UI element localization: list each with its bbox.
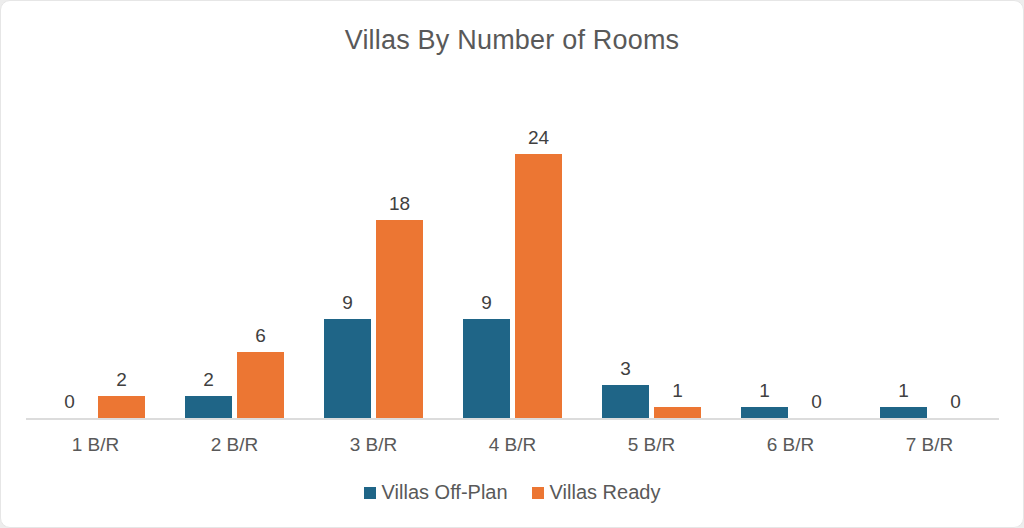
category-label: 7 B/R <box>860 420 999 456</box>
bar-slot: 9 <box>463 293 510 418</box>
bar-villas-off-plan <box>741 407 788 418</box>
bar-villas-off-plan <box>602 385 649 418</box>
data-label: 3 <box>620 359 631 378</box>
category-group-7br: 10 <box>860 381 999 418</box>
legend-item-villas-off-plan: Villas Off-Plan <box>364 481 508 504</box>
data-label: 24 <box>528 128 549 147</box>
data-label: 0 <box>811 392 822 411</box>
data-label: 2 <box>116 370 127 389</box>
data-label: 2 <box>203 370 214 389</box>
data-label: 1 <box>898 381 909 400</box>
data-label: 6 <box>255 326 266 345</box>
bars-row: 0226918924311010 <box>26 1 999 420</box>
data-label: 9 <box>481 293 492 312</box>
bar-villas-off-plan <box>880 407 927 418</box>
bar-slot: 18 <box>376 194 423 418</box>
category-group-2br: 26 <box>165 326 304 418</box>
category-label: 4 B/R <box>443 420 582 456</box>
legend-label: Villas Off-Plan <box>382 481 508 504</box>
bar-slot: 0 <box>932 392 979 418</box>
category-group-6br: 10 <box>721 381 860 418</box>
category-label: 2 B/R <box>165 420 304 456</box>
category-label: 1 B/R <box>26 420 165 456</box>
legend-label: Villas Ready <box>550 481 661 504</box>
bar-villas-ready <box>376 220 423 418</box>
data-label: 9 <box>342 293 353 312</box>
bar-slot: 2 <box>185 370 232 418</box>
data-label: 0 <box>64 392 75 411</box>
bar-slot: 1 <box>654 381 701 418</box>
bar-villas-off-plan <box>463 319 510 418</box>
bar-villas-ready <box>98 396 145 418</box>
plot-area: 0226918924311010 1 B/R2 B/R3 B/R4 B/R5 B… <box>26 1 999 456</box>
legend-swatch-icon <box>364 487 376 499</box>
bar-slot: 2 <box>98 370 145 418</box>
bar-slot: 24 <box>515 128 562 418</box>
chart-card: Villas By Number of Rooms 02269189243110… <box>0 0 1024 528</box>
category-group-1br: 02 <box>26 370 165 418</box>
data-label: 1 <box>759 381 770 400</box>
category-axis: 1 B/R2 B/R3 B/R4 B/R5 B/R6 B/R7 B/R <box>26 420 999 456</box>
bar-villas-ready <box>237 352 284 418</box>
bar-slot: 6 <box>237 326 284 418</box>
bar-slot: 3 <box>602 359 649 418</box>
legend-item-villas-ready: Villas Ready <box>532 481 661 504</box>
bar-slot: 0 <box>46 392 93 418</box>
bar-slot: 1 <box>880 381 927 418</box>
bar-slot: 9 <box>324 293 371 418</box>
legend: Villas Off-Plan Villas Ready <box>1 481 1023 504</box>
legend-swatch-icon <box>532 487 544 499</box>
data-label: 0 <box>950 392 961 411</box>
category-label: 3 B/R <box>304 420 443 456</box>
category-group-4br: 9 24 <box>443 128 582 418</box>
bar-slot: 1 <box>741 381 788 418</box>
category-group-3br: 9 18 <box>304 194 443 418</box>
bar-villas-off-plan <box>324 319 371 418</box>
bar-slot: 0 <box>793 392 840 418</box>
bar-villas-ready <box>515 154 562 418</box>
category-label: 6 B/R <box>721 420 860 456</box>
category-label: 5 B/R <box>582 420 721 456</box>
data-label: 1 <box>672 381 683 400</box>
bar-villas-off-plan <box>185 396 232 418</box>
data-label: 18 <box>389 194 410 213</box>
bar-villas-ready <box>654 407 701 418</box>
category-group-5br: 31 <box>582 359 721 418</box>
